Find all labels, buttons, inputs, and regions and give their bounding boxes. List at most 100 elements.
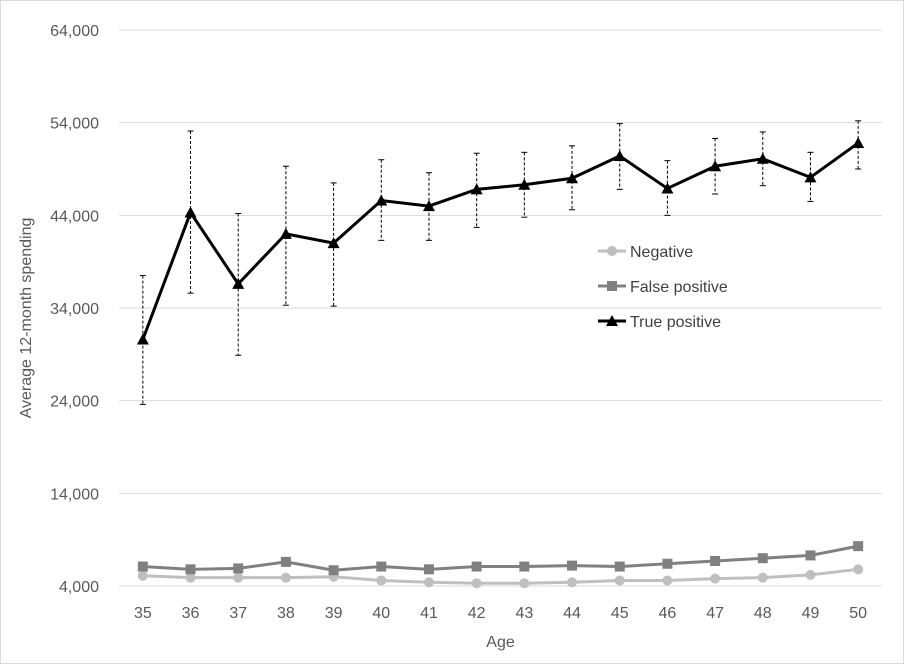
legend-swatch-marker — [607, 246, 617, 256]
gridlines — [119, 29, 882, 587]
x-tick-label: 50 — [849, 605, 867, 622]
y-tick-label: 64,000 — [50, 23, 99, 40]
x-tick-label: 43 — [515, 605, 533, 622]
error-bar — [425, 172, 432, 241]
legend-label: Negative — [630, 244, 693, 261]
y-tick-label: 44,000 — [50, 208, 99, 225]
x-tick-label: 35 — [134, 605, 152, 622]
y-axis-ticks: 4,000 14,000 24,000 34,000 44,000 54,000 64,00… — [50, 23, 99, 596]
data-point-negative — [805, 569, 816, 580]
x-tick-label: 44 — [563, 605, 581, 622]
data-point-negative — [614, 575, 625, 586]
data-point-false-positive — [233, 563, 244, 574]
x-tick-label: 48 — [754, 605, 772, 622]
data-point-true-positive — [518, 178, 531, 190]
data-point-true-positive — [804, 171, 817, 183]
series-line-false-positive — [142, 544, 859, 572]
data-point-false-positive — [137, 561, 148, 572]
data-point-true-positive — [232, 277, 245, 289]
legend-swatch-marker — [607, 281, 617, 291]
data-point-false-positive — [519, 561, 530, 572]
series-lines — [136, 137, 865, 589]
data-point-negative — [853, 564, 864, 575]
data-point-true-positive — [566, 172, 579, 184]
y-axis-title: Average 12-month spending — [18, 218, 35, 419]
x-tick-label: 47 — [706, 605, 724, 622]
data-point-true-positive — [470, 183, 483, 195]
data-point-negative — [423, 577, 434, 588]
x-axis-title: Age — [486, 634, 515, 651]
data-point-true-positive — [327, 237, 340, 249]
error-bar — [282, 165, 289, 306]
x-tick-label: 36 — [182, 605, 200, 622]
legend-item-false-positive: False positive — [598, 279, 728, 296]
x-tick-label: 45 — [611, 605, 629, 622]
data-point-false-positive — [853, 541, 864, 552]
data-point-true-positive — [852, 137, 865, 149]
legend: Negative False positive True positive — [598, 244, 728, 331]
data-point-true-positive — [756, 152, 769, 164]
x-tick-label: 46 — [659, 605, 677, 622]
series-false-positive — [137, 541, 864, 576]
data-point-true-positive — [184, 206, 197, 218]
y-tick-label: 24,000 — [50, 394, 99, 411]
data-point-true-positive — [279, 227, 292, 239]
data-point-negative — [280, 572, 291, 583]
data-point-negative — [471, 578, 482, 589]
x-tick-label: 49 — [802, 605, 820, 622]
series-true-positive — [136, 137, 865, 345]
error-bars — [139, 120, 862, 405]
legend-label: False positive — [630, 279, 728, 296]
data-point-false-positive — [567, 560, 578, 571]
data-point-false-positive — [662, 558, 673, 569]
data-point-false-positive — [710, 555, 721, 566]
data-point-true-positive — [613, 150, 626, 162]
series-line-negative — [142, 567, 859, 585]
y-tick-label: 14,000 — [50, 486, 99, 503]
data-point-negative — [185, 572, 196, 583]
legend-label: True positive — [630, 314, 721, 331]
data-point-false-positive — [328, 565, 339, 576]
error-bar — [139, 275, 146, 405]
data-point-negative — [567, 577, 578, 588]
data-point-negative — [233, 572, 244, 583]
legend-item-negative: Negative — [598, 244, 693, 261]
data-point-false-positive — [376, 561, 387, 572]
x-tick-label: 38 — [277, 605, 295, 622]
data-point-false-positive — [423, 564, 434, 575]
x-tick-label: 39 — [325, 605, 343, 622]
series-line-true-positive — [141, 141, 860, 341]
data-point-false-positive — [614, 561, 625, 572]
data-point-true-positive — [661, 182, 674, 194]
data-point-true-positive — [709, 160, 722, 172]
data-point-negative — [376, 575, 387, 586]
data-point-false-positive — [805, 550, 816, 561]
x-tick-label: 40 — [372, 605, 390, 622]
data-point-negative — [519, 578, 530, 589]
data-point-negative — [757, 572, 768, 583]
y-tick-label: 4,000 — [59, 579, 99, 596]
legend-item-true-positive: True positive — [598, 314, 721, 331]
data-point-false-positive — [280, 556, 291, 567]
error-bar — [807, 151, 814, 202]
data-point-true-positive — [375, 194, 388, 206]
legend-swatch-marker — [606, 315, 618, 326]
data-point-false-positive — [757, 553, 768, 564]
data-point-negative — [137, 570, 148, 581]
error-bar — [855, 120, 862, 170]
y-tick-label: 54,000 — [50, 116, 99, 133]
x-axis-ticks: 35 36 37 38 39 40 41 42 43 44 45 46 47 48 49 50 — [134, 605, 867, 622]
y-tick-label: 34,000 — [50, 301, 99, 318]
data-point-false-positive — [185, 564, 196, 575]
x-tick-label: 37 — [229, 605, 247, 622]
x-tick-label: 41 — [420, 605, 438, 622]
data-point-negative — [662, 575, 673, 586]
series-negative — [137, 564, 864, 589]
x-tick-label: 42 — [468, 605, 486, 622]
data-point-false-positive — [471, 561, 482, 572]
data-point-true-positive — [136, 333, 149, 345]
data-point-true-positive — [422, 200, 435, 212]
data-point-negative — [710, 573, 721, 584]
